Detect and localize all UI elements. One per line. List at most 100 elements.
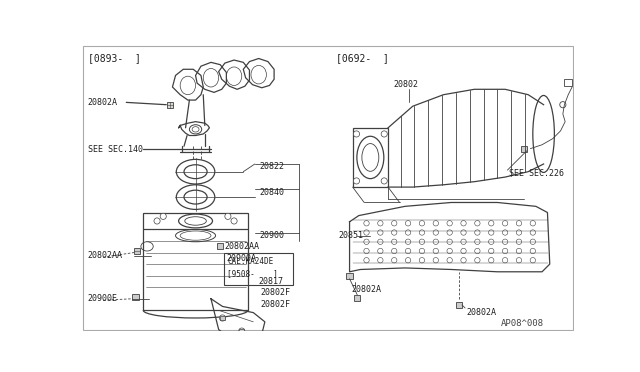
Circle shape bbox=[488, 221, 494, 226]
Circle shape bbox=[516, 221, 522, 226]
Circle shape bbox=[405, 230, 411, 235]
Circle shape bbox=[433, 239, 438, 244]
Circle shape bbox=[516, 257, 522, 263]
Circle shape bbox=[392, 221, 397, 226]
Bar bbox=[353, 128, 388, 187]
Circle shape bbox=[475, 230, 480, 235]
Circle shape bbox=[502, 221, 508, 226]
Circle shape bbox=[447, 221, 452, 226]
Circle shape bbox=[225, 213, 231, 219]
Circle shape bbox=[447, 248, 452, 254]
Text: 20817: 20817 bbox=[259, 277, 284, 286]
Bar bbox=[217, 243, 223, 250]
Circle shape bbox=[530, 239, 536, 244]
Text: 20840: 20840 bbox=[259, 188, 284, 197]
Text: 20900E: 20900E bbox=[88, 294, 118, 303]
Text: 20802A: 20802A bbox=[351, 285, 381, 294]
Text: SEE SEC.226: SEE SEC.226 bbox=[509, 170, 564, 179]
Circle shape bbox=[433, 257, 438, 263]
Circle shape bbox=[461, 230, 466, 235]
Circle shape bbox=[447, 230, 452, 235]
Bar bbox=[167, 102, 173, 108]
Circle shape bbox=[353, 131, 360, 137]
Circle shape bbox=[475, 239, 480, 244]
Bar bbox=[251, 336, 255, 341]
Circle shape bbox=[530, 230, 536, 235]
Circle shape bbox=[475, 257, 480, 263]
Circle shape bbox=[364, 230, 369, 235]
Text: 20802: 20802 bbox=[394, 80, 419, 89]
Circle shape bbox=[378, 239, 383, 244]
Circle shape bbox=[364, 257, 369, 263]
Circle shape bbox=[461, 239, 466, 244]
Circle shape bbox=[560, 102, 566, 108]
Text: SEE SEC.140: SEE SEC.140 bbox=[88, 145, 143, 154]
Bar bbox=[346, 273, 353, 279]
Circle shape bbox=[405, 257, 411, 263]
Circle shape bbox=[516, 230, 522, 235]
Circle shape bbox=[419, 221, 424, 226]
Circle shape bbox=[160, 213, 166, 219]
Circle shape bbox=[530, 221, 536, 226]
Bar bbox=[564, 78, 572, 86]
Text: 20802AA: 20802AA bbox=[225, 242, 260, 251]
Circle shape bbox=[502, 248, 508, 254]
Circle shape bbox=[154, 218, 160, 224]
Circle shape bbox=[220, 315, 225, 321]
Circle shape bbox=[475, 221, 480, 226]
Bar bbox=[143, 212, 248, 230]
Circle shape bbox=[392, 239, 397, 244]
Circle shape bbox=[405, 221, 411, 226]
Circle shape bbox=[461, 221, 466, 226]
Bar bbox=[132, 294, 139, 300]
Bar bbox=[456, 302, 462, 308]
Circle shape bbox=[381, 178, 387, 184]
Circle shape bbox=[433, 248, 438, 254]
Circle shape bbox=[378, 248, 383, 254]
Circle shape bbox=[419, 257, 424, 263]
Circle shape bbox=[433, 230, 438, 235]
Circle shape bbox=[364, 221, 369, 226]
Circle shape bbox=[405, 248, 411, 254]
Bar bbox=[354, 295, 360, 301]
Circle shape bbox=[516, 239, 522, 244]
Text: 20802F: 20802F bbox=[260, 288, 291, 297]
Text: 20900: 20900 bbox=[259, 231, 284, 240]
Circle shape bbox=[239, 328, 245, 334]
Circle shape bbox=[488, 230, 494, 235]
Circle shape bbox=[488, 257, 494, 263]
Text: 20900A: 20900A bbox=[227, 254, 257, 263]
Text: [0893-  ]: [0893- ] bbox=[88, 54, 141, 64]
Circle shape bbox=[502, 230, 508, 235]
Circle shape bbox=[381, 131, 387, 137]
Circle shape bbox=[405, 239, 411, 244]
Circle shape bbox=[392, 257, 397, 263]
Text: 20802AA: 20802AA bbox=[88, 251, 123, 260]
Circle shape bbox=[461, 248, 466, 254]
Circle shape bbox=[530, 248, 536, 254]
Circle shape bbox=[461, 257, 466, 263]
Bar bbox=[220, 316, 225, 320]
Bar bbox=[224, 253, 293, 285]
Text: 20822: 20822 bbox=[259, 162, 284, 171]
Circle shape bbox=[378, 230, 383, 235]
Circle shape bbox=[378, 257, 383, 263]
Circle shape bbox=[433, 221, 438, 226]
Text: [9508-    ]: [9508- ] bbox=[227, 270, 278, 279]
Circle shape bbox=[392, 230, 397, 235]
Text: [0692-  ]: [0692- ] bbox=[336, 54, 388, 64]
Circle shape bbox=[502, 239, 508, 244]
Bar bbox=[239, 329, 244, 333]
Circle shape bbox=[419, 248, 424, 254]
Circle shape bbox=[419, 239, 424, 244]
Circle shape bbox=[516, 248, 522, 254]
Circle shape bbox=[378, 221, 383, 226]
Circle shape bbox=[488, 248, 494, 254]
Bar bbox=[521, 145, 527, 152]
Circle shape bbox=[447, 257, 452, 263]
Text: AP08^008: AP08^008 bbox=[501, 319, 544, 328]
Circle shape bbox=[502, 257, 508, 263]
Circle shape bbox=[250, 336, 257, 342]
Text: CAL.KA24DE: CAL.KA24DE bbox=[227, 257, 273, 266]
Circle shape bbox=[488, 239, 494, 244]
